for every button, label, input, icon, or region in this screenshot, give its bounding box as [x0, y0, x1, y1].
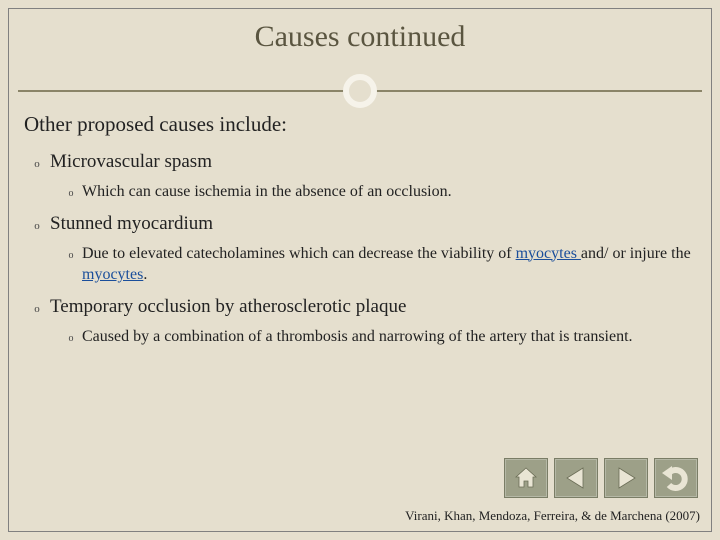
home-icon	[513, 465, 539, 491]
next-button[interactable]	[604, 458, 648, 498]
divider-circle-icon	[343, 74, 377, 108]
return-icon	[661, 464, 691, 492]
return-button[interactable]	[654, 458, 698, 498]
prev-button[interactable]	[554, 458, 598, 498]
nav-button-group	[504, 458, 698, 498]
triangle-right-icon	[613, 465, 639, 491]
title-divider	[0, 72, 720, 112]
citation-text: Virani, Khan, Mendoza, Ferreira, & de Ma…	[405, 508, 700, 524]
triangle-left-icon	[563, 465, 589, 491]
home-button[interactable]	[504, 458, 548, 498]
